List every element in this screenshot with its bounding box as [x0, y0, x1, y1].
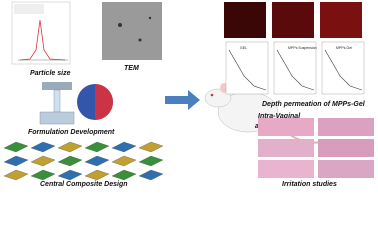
- curve: [276, 49, 315, 91]
- curve: [324, 49, 363, 91]
- surface: [111, 141, 137, 153]
- surface: [111, 169, 137, 181]
- chart-frame: [273, 41, 317, 95]
- arrow: [165, 90, 200, 110]
- surface: [138, 141, 164, 153]
- chart-label: MPPs-Gel: [336, 46, 352, 50]
- surface: [3, 155, 29, 167]
- surface: [30, 169, 56, 181]
- particle-size-chart: [11, 1, 71, 65]
- label: Irritation studies: [282, 181, 337, 188]
- ccd-surfaces: [3, 141, 164, 181]
- label: Formulation Development: [28, 129, 115, 136]
- surface: [138, 155, 164, 167]
- histology: [258, 118, 374, 178]
- label: Central Composite Design: [40, 181, 128, 188]
- surface: [3, 141, 29, 153]
- surface: [84, 169, 110, 181]
- chart-label: GEL: [240, 46, 247, 50]
- label: Depth permeation of MPPs-Gel: [262, 101, 366, 108]
- fluorescence-images: [224, 2, 362, 38]
- chart-frame: [321, 41, 365, 95]
- curve: [228, 49, 267, 91]
- graphical-abstract: Particle size TEM Formulation Developmen…: [3, 1, 374, 188]
- chart-label: MPPs Suspension: [288, 46, 317, 50]
- tem-image: [102, 2, 162, 60]
- permeation-charts: GEL MPPs Suspension MPPs-Gel: [225, 41, 365, 95]
- surface: [30, 155, 56, 167]
- surface: [57, 141, 83, 153]
- formulation-device: [39, 82, 113, 125]
- label: Particle size: [30, 70, 71, 77]
- label: TEM: [124, 65, 139, 72]
- surface: [84, 141, 110, 153]
- surface: [30, 141, 56, 153]
- surface: [84, 155, 110, 167]
- surface: [57, 155, 83, 167]
- surface: [138, 169, 164, 181]
- surface: [111, 155, 137, 167]
- label: Intra-Vaginal: [258, 113, 301, 120]
- surface: [57, 169, 83, 181]
- surface: [3, 169, 29, 181]
- chart-frame: [225, 41, 269, 95]
